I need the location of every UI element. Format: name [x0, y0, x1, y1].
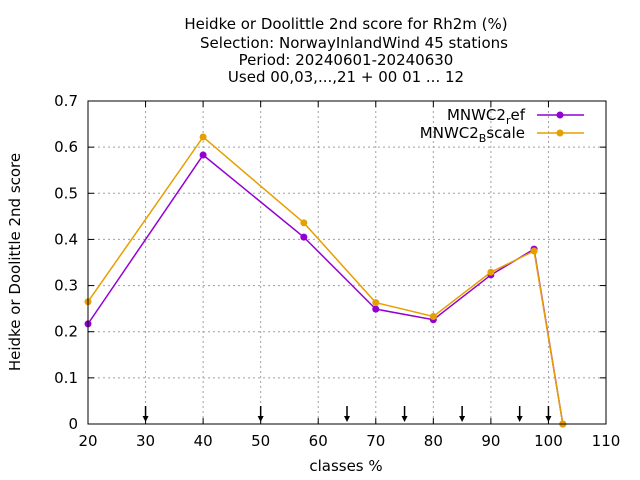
x-tick-label: 60: [309, 432, 328, 450]
chart-title-line: Used 00,03,...,21 + 00 01 ... 12: [228, 68, 464, 86]
axis-ticks: 20 30 40 50 60 70 80 90 100 110 0 0.1 0.2 0.3 0.4 0.5 0.…: [54, 92, 620, 450]
series-2: [84, 133, 567, 428]
legend-marker: [556, 129, 564, 137]
x-axis-label: classes %: [309, 457, 382, 475]
chart-title-line: Heidke or Doolittle 2nd score for Rh2m (…: [184, 15, 507, 33]
y-tick-label: 0.1: [54, 369, 78, 387]
data-point: [487, 268, 495, 276]
data-point: [199, 151, 207, 159]
chart-title-line: Selection: NorwayInlandWind 45 stations: [200, 34, 508, 52]
data-point: [372, 299, 380, 307]
x-tick-label: 70: [366, 432, 385, 450]
legend-label: MNWC2Bscale: [420, 124, 525, 145]
arrow-marker: [344, 406, 350, 422]
y-tick-label: 0.4: [54, 230, 78, 248]
data-point: [300, 219, 308, 227]
legend-label: MNWC2ref: [447, 106, 526, 127]
arrow-marker: [459, 406, 466, 422]
legend-entry: MNWC2Bscale: [420, 124, 584, 145]
y-tick-label: 0.6: [54, 138, 78, 156]
x-tick-label: 90: [481, 432, 500, 450]
y-tick-label: 0.3: [54, 277, 78, 295]
arrow-markers: [142, 406, 552, 422]
y-tick-label: 0.5: [54, 184, 78, 202]
plot-frame: [87, 100, 607, 425]
arrow-marker: [516, 406, 523, 422]
y-tick-label: 0: [68, 415, 78, 433]
y-tick-label: 0.7: [54, 92, 78, 110]
arrow-marker: [401, 406, 408, 422]
x-tick-label: 100: [534, 432, 563, 450]
y-axis-label: Heidke or Doolittle 2nd score: [6, 153, 24, 371]
legend-entry: MNWC2ref: [447, 106, 584, 127]
grid: [88, 101, 606, 424]
x-tick-label: 50: [251, 432, 270, 450]
data-point: [429, 312, 437, 320]
series-layer: [84, 133, 567, 428]
chart-title-line: Period: 20240601-20240630: [239, 51, 454, 69]
x-tick-label: 80: [424, 432, 443, 450]
legend-marker: [556, 111, 564, 119]
y-tick-label: 0.2: [54, 323, 78, 341]
data-point: [199, 133, 207, 141]
data-point: [372, 305, 380, 313]
data-point: [530, 247, 538, 255]
data-point: [300, 233, 308, 241]
chart-title: Heidke or Doolittle 2nd score for Rh2m (…: [184, 15, 508, 86]
series-line: [87, 135, 564, 425]
x-tick-label: 20: [78, 432, 97, 450]
x-tick-label: 40: [194, 432, 213, 450]
x-tick-label: 110: [592, 432, 621, 450]
x-tick-label: 30: [136, 432, 155, 450]
series-line: [87, 153, 564, 425]
